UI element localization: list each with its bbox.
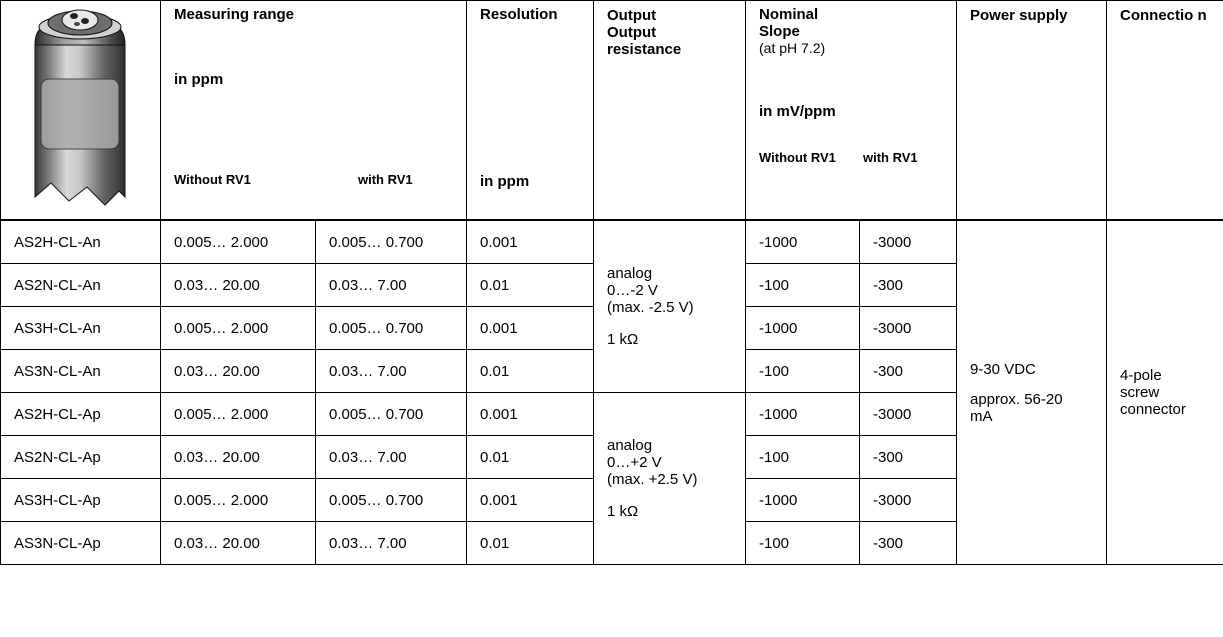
output-cell-positive: analog 0…+2 V (max. +2.5 V) 1 kΩ: [593, 392, 746, 565]
output-type: analog: [607, 265, 653, 282]
table-row: AS3N-CL-An 0.03… 20.00 0.03… 7.00 0.01 -…: [0, 349, 1223, 393]
resolution-cell: 0.01: [466, 349, 594, 393]
table-row: AS3H-CL-Ap 0.005… 2.000 0.005… 0.700 0.0…: [0, 478, 1223, 522]
range-with-rv1-label: with RV1: [358, 172, 413, 187]
slope-with-cell: -300: [859, 435, 957, 479]
measuring-range-unit: in ppm: [174, 71, 224, 88]
slope-with-rv1-label: with RV1: [863, 150, 918, 165]
sensor-spec-table: Measuring range in ppm Without RV1 with …: [0, 0, 1223, 565]
output-resistance-title: Output resistance: [607, 24, 682, 58]
slope-without-cell: -100: [745, 349, 860, 393]
resolution-cell: 0.01: [466, 435, 594, 479]
resolution-cell: 0.01: [466, 263, 594, 307]
header-output: Output Output resistance: [593, 0, 746, 221]
range-without-cell: 0.005… 2.000: [160, 478, 316, 522]
connection-cell: 4-pole screw connector: [1106, 219, 1223, 565]
slope-with-cell: -3000: [859, 219, 957, 264]
range-with-cell: 0.005… 0.700: [315, 219, 467, 264]
slope-without-cell: -100: [745, 435, 860, 479]
slope-with-cell: -3000: [859, 392, 957, 436]
output-max: (max. -2.5 V): [607, 299, 694, 316]
resolution-cell: 0.01: [466, 521, 594, 565]
slope-ph-note: (at pH 7.2): [759, 40, 826, 56]
output-max: (max. +2.5 V): [607, 471, 698, 488]
slope-without-rv1-label: Without RV1: [759, 150, 836, 165]
slope-with-cell: -3000: [859, 478, 957, 522]
resolution-cell: 0.001: [466, 306, 594, 350]
header-power-supply: Power supply: [956, 0, 1107, 221]
output-range: 0…-2 V: [607, 282, 658, 299]
range-without-rv1-label: Without RV1: [174, 172, 251, 187]
slope-unit: in mV/ppm: [759, 103, 836, 120]
slope-without-cell: -1000: [745, 306, 860, 350]
slope-with-cell: -300: [859, 521, 957, 565]
slope-without-cell: -1000: [745, 478, 860, 522]
table-row: AS2H-CL-An 0.005… 2.000 0.005… 0.700 0.0…: [0, 219, 1223, 565]
range-without-cell: 0.005… 2.000: [160, 392, 316, 436]
resolution-unit: in ppm: [480, 173, 530, 190]
slope-without-cell: -1000: [745, 219, 860, 264]
range-with-cell: 0.03… 7.00: [315, 435, 467, 479]
range-with-cell: 0.005… 0.700: [315, 392, 467, 436]
model-cell: AS3N-CL-Ap: [0, 521, 161, 565]
header-connection: Connectio n: [1106, 0, 1223, 221]
power-supply-cell: 9-30 VDC approx. 56-20 mA: [956, 219, 1107, 565]
output-title: Output: [607, 7, 657, 24]
model-cell: AS2H-CL-An: [0, 219, 161, 264]
model-cell: AS3N-CL-An: [0, 349, 161, 393]
table-row: AS3N-CL-Ap 0.03… 20.00 0.03… 7.00 0.01 -…: [0, 521, 1223, 565]
output-resistance: 1 kΩ: [607, 331, 639, 348]
model-cell: AS3H-CL-An: [0, 306, 161, 350]
power-voltage: 9-30 VDC: [970, 360, 1036, 378]
header-resolution: Resolution in ppm: [466, 0, 594, 221]
range-with-cell: 0.03… 7.00: [315, 263, 467, 307]
slope-with-cell: -300: [859, 349, 957, 393]
power-supply-title: Power supply: [970, 7, 1068, 24]
range-without-cell: 0.03… 20.00: [160, 521, 316, 565]
output-type: analog: [607, 437, 653, 454]
header-row: Measuring range in ppm Without RV1 with …: [0, 0, 1223, 221]
resolution-cell: 0.001: [466, 392, 594, 436]
slope-without-cell: -1000: [745, 392, 860, 436]
resolution-cell: 0.001: [466, 219, 594, 264]
output-resistance: 1 kΩ: [607, 503, 639, 520]
range-with-cell: 0.03… 7.00: [315, 521, 467, 565]
resolution-title: Resolution: [480, 6, 558, 23]
range-with-cell: 0.005… 0.700: [315, 478, 467, 522]
table-row: AS3H-CL-An 0.005… 2.000 0.005… 0.700 0.0…: [0, 306, 1223, 350]
model-cell: AS2N-CL-Ap: [0, 435, 161, 479]
header-nominal-slope: Nominal Slope (at pH 7.2) in mV/ppm With…: [745, 0, 957, 221]
slope-with-cell: -300: [859, 263, 957, 307]
output-cell-negative: analog 0…-2 V (max. -2.5 V) 1 kΩ: [593, 219, 746, 393]
connection-title: Connectio n: [1120, 7, 1207, 24]
connection-text: 4-pole screw connector: [1120, 367, 1186, 418]
slope-with-cell: -3000: [859, 306, 957, 350]
model-cell: AS2H-CL-Ap: [0, 392, 161, 436]
model-cell: AS3H-CL-Ap: [0, 478, 161, 522]
slope-title-line1: Nominal: [759, 6, 819, 23]
range-without-cell: 0.03… 20.00: [160, 349, 316, 393]
sensor-illustration: [34, 9, 126, 206]
table-row: AS2N-CL-Ap 0.03… 20.00 0.03… 7.00 0.01 -…: [0, 435, 1223, 479]
range-without-cell: 0.03… 20.00: [160, 263, 316, 307]
header-measuring-range: Measuring range in ppm Without RV1 with …: [160, 0, 467, 221]
table-row: AS2N-CL-An 0.03… 20.00 0.03… 7.00 0.01 -…: [0, 263, 1223, 307]
slope-without-cell: -100: [745, 521, 860, 565]
output-range: 0…+2 V: [607, 454, 662, 471]
table-row: AS2H-CL-Ap 0.005… 2.000 0.005… 0.700 0.0…: [0, 392, 1223, 565]
range-without-cell: 0.005… 2.000: [160, 219, 316, 264]
measuring-range-title: Measuring range: [174, 6, 295, 23]
range-with-cell: 0.005… 0.700: [315, 306, 467, 350]
model-cell: AS2N-CL-An: [0, 263, 161, 307]
range-with-cell: 0.03… 7.00: [315, 349, 467, 393]
slope-without-cell: -100: [745, 263, 860, 307]
resolution-cell: 0.001: [466, 478, 594, 522]
range-without-cell: 0.005… 2.000: [160, 306, 316, 350]
slope-title-line2: Slope: [759, 23, 800, 40]
sensor-image-cell: [0, 0, 161, 221]
power-current: approx. 56-20 mA: [970, 390, 1063, 425]
range-without-cell: 0.03… 20.00: [160, 435, 316, 479]
